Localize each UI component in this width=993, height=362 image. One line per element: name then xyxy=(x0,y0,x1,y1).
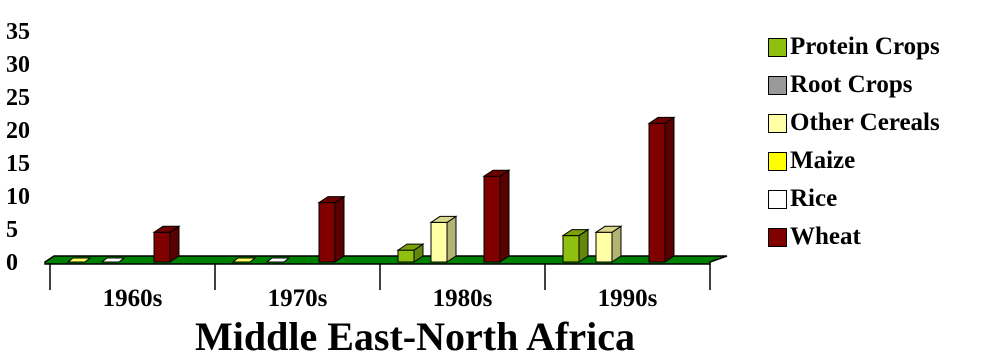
legend-label: Root Crops xyxy=(790,71,913,98)
bar-zero-stub xyxy=(265,257,291,263)
y-tick-label: 0 xyxy=(6,250,18,276)
legend-item: Other Cereals xyxy=(768,104,940,142)
x-tick-label: 1960s xyxy=(103,285,163,312)
legend-item: Protein Crops xyxy=(768,28,940,66)
bar-wheat xyxy=(482,169,511,263)
y-tick-label: 20 xyxy=(6,118,30,144)
legend-label: Maize xyxy=(790,147,856,174)
y-tick-label: 30 xyxy=(6,52,30,78)
legend-swatch xyxy=(768,37,787,57)
legend-swatch xyxy=(768,75,787,95)
legend-label: Rice xyxy=(790,185,838,212)
legend-item: Maize xyxy=(768,142,940,180)
y-tick-label: 15 xyxy=(6,151,30,177)
legend-swatch xyxy=(768,227,787,247)
legend-label: Other Cereals xyxy=(790,109,940,136)
bar-zero-stub xyxy=(100,257,126,263)
y-tick-label: 10 xyxy=(6,184,30,210)
legend-item: Rice xyxy=(768,180,940,218)
bar-other-cereals xyxy=(429,215,458,263)
x-tick-label: 1970s xyxy=(268,285,328,312)
bars xyxy=(66,116,676,263)
chart-floor xyxy=(44,255,728,265)
legend-swatch xyxy=(768,189,787,209)
bar-zero-stub xyxy=(66,257,92,263)
y-tick-label: 35 xyxy=(6,19,30,45)
x-tick-label: 1990s xyxy=(598,285,658,312)
bar-protein-crops xyxy=(396,243,425,263)
legend-swatch xyxy=(768,151,787,171)
category-dividers xyxy=(49,264,711,290)
y-axis: 0 5 10 15 20 25 30 35 xyxy=(6,19,30,276)
legend-item: Wheat xyxy=(768,218,940,256)
legend: Protein Crops Root Crops Other Cereals Maiz… xyxy=(768,28,940,256)
x-axis-labels: 1960s 1970s 1980s 1990s xyxy=(103,285,658,312)
legend-item: Root Crops xyxy=(768,66,940,104)
x-axis-title: Middle East-North Africa xyxy=(195,314,635,359)
bar-protein-crops xyxy=(561,228,590,263)
legend-label: Wheat xyxy=(790,223,861,250)
bar-other-cereals xyxy=(594,225,623,263)
y-tick-label: 25 xyxy=(6,85,30,111)
y-tick-label: 5 xyxy=(6,217,18,243)
bar-wheat xyxy=(317,195,346,263)
bar-wheat xyxy=(647,116,676,263)
bar-zero-stub xyxy=(231,257,257,263)
x-tick-label: 1980s xyxy=(433,285,493,312)
legend-swatch xyxy=(768,113,787,133)
legend-label: Protein Crops xyxy=(790,33,940,60)
bar-wheat xyxy=(152,225,181,263)
